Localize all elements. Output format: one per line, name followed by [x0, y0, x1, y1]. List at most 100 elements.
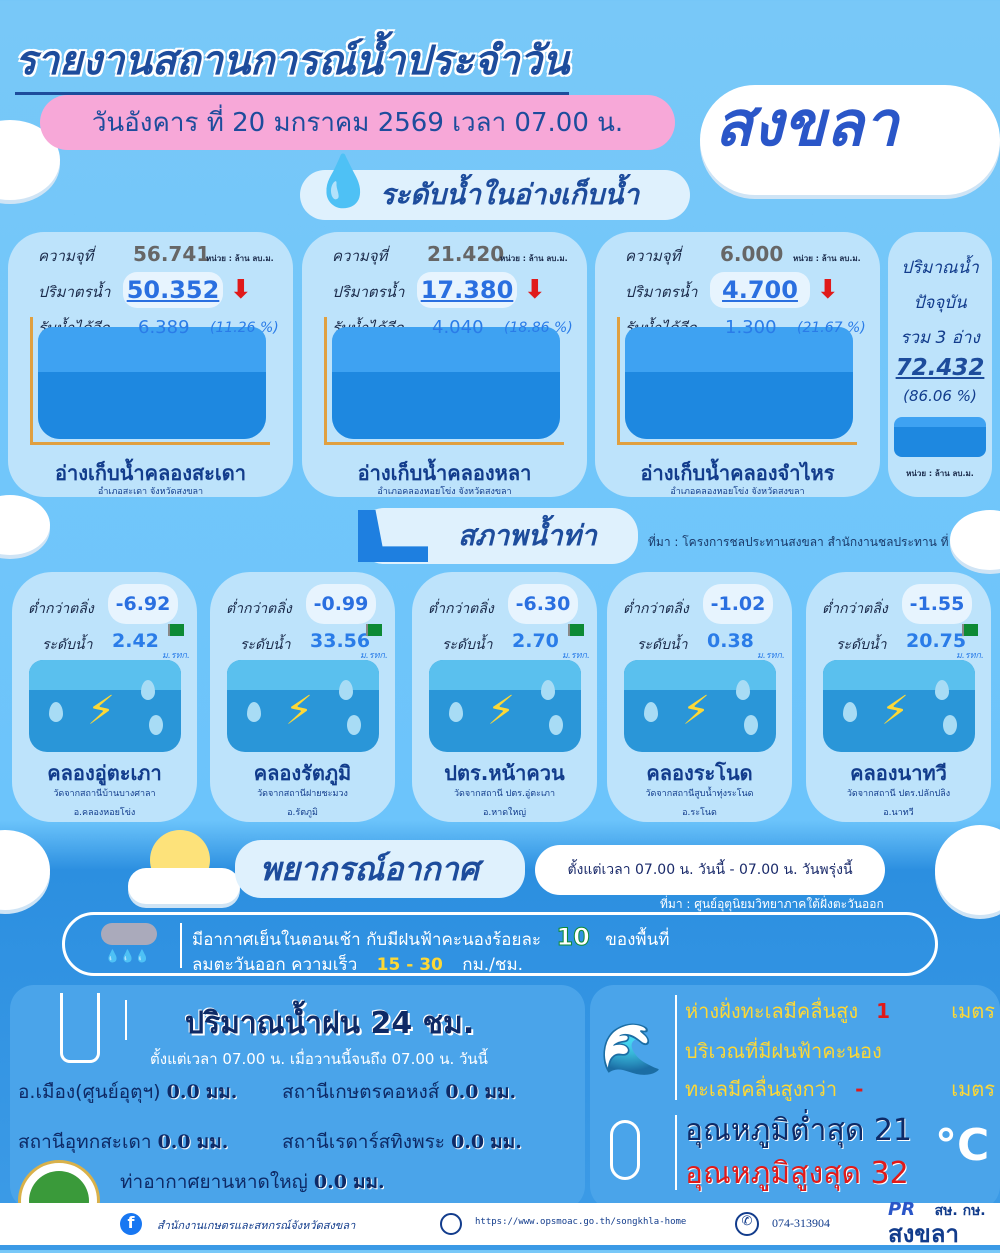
total-volume-card: ปริมาณน้ำ ปัจจุบัน รวม 3 อ่าง 72.432 (86… [888, 232, 992, 497]
sea-text: บริเวณที่มีฝนฟ้าคะนอง [685, 1039, 882, 1063]
rain-station: ท่าอากาศยานหาดใหญ่ 0.0 มม. [120, 1167, 385, 1197]
station-measured-at: วัดจากสถานี ปตร.อู่ตะเภา [453, 789, 556, 799]
water-station-icon: ⚡ [429, 660, 581, 752]
total-percent: (86.06 %) [903, 387, 977, 405]
runoff-source: ที่มา : โครงการชลประทานสงขลา สำนักงานชลป… [648, 535, 968, 549]
cloud-decoration [0, 495, 50, 555]
reservoir-name: อ่างเก็บน้ำคลองจำไหร [640, 461, 835, 485]
water-tank-icon [324, 317, 564, 445]
website-link[interactable]: https://www.opsmoac.go.th/songkhla-home [475, 1217, 687, 1227]
unit-label: หน่วย : ล้าน ลบ.ม. [206, 254, 274, 263]
rain-percent: 10 [556, 923, 590, 952]
phone-icon: ✆ [735, 1212, 759, 1236]
min-temp-label: อุณหภูมิต่ำสุด [685, 1113, 865, 1148]
water-level-label: ระดับน้ำ [42, 637, 93, 653]
below-bank-label: ต่ำกว่าตลิ่ง [822, 601, 888, 617]
capacity-value: 6.000 [720, 242, 784, 266]
station-card: ต่ำกว่าตลิ่ง -1.02 ระดับน้ำ 0.38 ม.รทก. … [607, 572, 792, 822]
below-bank-label: ต่ำกว่าตลิ่ง [428, 601, 494, 617]
rain-station-name: สถานีเรดาร์สทิงพระ [282, 1131, 446, 1153]
station-district: อ.คลองหอยโข่ง [73, 808, 136, 818]
station-name: คลองรัตภูมิ [253, 761, 352, 785]
water-station-icon: ⚡ [624, 660, 776, 752]
section-title: พยากรณ์อากาศ [260, 849, 479, 888]
forecast-source: ที่มา : ศูนย์อุตุนิยมวิทยาภาคใต้ฝั่งตะวั… [660, 897, 884, 911]
sea-text: ทะเลมีคลื่นสูงกว่า [685, 1077, 838, 1101]
water-level-label: ระดับน้ำ [240, 637, 291, 653]
unit-label: เมตร [951, 999, 995, 1023]
unit-label: ม.รทก. [956, 651, 984, 661]
water-level-value: 2.70 [512, 630, 559, 652]
cloud-decoration [950, 510, 1000, 570]
rain-station: สถานีเกษตรคอหงส์ 0.0 มม. [282, 1077, 516, 1107]
station-name: ปตร.หน้าควน [444, 761, 565, 785]
forecast-text: ลมตะวันออก ความเร็ว [192, 955, 358, 975]
volume-label: ปริมาตรน้ำ [38, 283, 111, 301]
rain-station: อ.เมือง(ศูนย์อุตุฯ) 0.0 มม. [18, 1077, 237, 1107]
water-level-value: 20.75 [906, 630, 967, 652]
facebook-icon[interactable]: f [120, 1213, 142, 1235]
forecast-text: กม./ชม. [462, 955, 524, 975]
water-tank-icon [30, 317, 270, 445]
water-level-value: 2.42 [112, 630, 159, 652]
unit-label: มม. [196, 1131, 229, 1153]
unit-label: มม. [490, 1131, 522, 1153]
rainfall-title: ปริมาณน้ำฝน 24 ชม. [185, 1006, 475, 1041]
section-title: สภาพน้ำท่า [458, 519, 597, 552]
reservoir-card: ความจุที่ 6.000 หน่วย : ล้าน ลบ.ม. ปริมา… [595, 232, 880, 497]
water-level-label: ระดับน้ำ [637, 637, 688, 653]
total-label: ปริมาณน้ำ [901, 258, 979, 278]
station-measured-at: วัดจากสถานี ปตร.ปลักปลิง [846, 789, 951, 799]
green-flag-icon [962, 624, 978, 636]
green-flag-icon [168, 624, 184, 636]
rain-value: 0.0 [166, 1081, 200, 1103]
station-district: อ.รัตภูมิ [287, 808, 318, 818]
unit-label: หน่วย : ล้าน ลบ.ม. [500, 254, 568, 263]
remaining-value: 4.040 [432, 317, 484, 338]
unit-label: ม.รทก. [360, 651, 388, 661]
arrow-down-icon: ⬇ [230, 275, 252, 305]
divider [675, 1115, 677, 1190]
station-card: ต่ำกว่าตลิ่ง -0.99 ระดับน้ำ 33.56 ม.รทก.… [210, 572, 395, 822]
rain-station: สถานีอุทกสะเดา 0.0 มม. [18, 1127, 228, 1157]
page-title: รายงานสถานการณ์น้ำประจำวัน [15, 28, 570, 95]
water-station-icon: ⚡ [823, 660, 975, 752]
reservoir-location: อำเภอคลองหอยโข่ง จังหวัดสงขลา [670, 487, 805, 497]
green-flag-icon [568, 624, 584, 636]
green-flag-icon [366, 624, 382, 636]
capacity-label: ความจุที่ [332, 247, 388, 265]
rain-cloud-icon [101, 923, 157, 945]
water-station-icon: ⚡ [227, 660, 379, 752]
station-card: ต่ำกว่าตลิ่ง -1.55 ระดับน้ำ 20.75 ม.รทก.… [806, 572, 991, 822]
water-level-value: 33.56 [310, 630, 371, 652]
below-bank-label: ต่ำกว่าตลิ่ง [623, 601, 689, 617]
rain-station-name: ท่าอากาศยานหาดใหญ่ [120, 1171, 308, 1193]
facebook-link[interactable]: สำนักงานเกษตรและสหกรณ์จังหวัดสงขลา [157, 1219, 356, 1232]
forecast-box: 💧💧💧 มีอากาศเย็นในตอนเช้า กับมีฝนฟ้าคะนอง… [62, 912, 938, 976]
water-level-value: 0.38 [707, 630, 754, 652]
station-district: อ.นาทวี [883, 808, 914, 818]
unit-label: มม. [205, 1081, 238, 1103]
below-bank-value: -1.02 [703, 584, 773, 624]
water-level-icon [894, 417, 986, 457]
celsius-unit: °C [935, 1120, 990, 1171]
reservoir-section-header: ระดับน้ำในอ่างเก็บน้ำ [300, 170, 690, 220]
rain-station: สถานีเรดาร์สทิงพระ 0.0 มม. [282, 1127, 522, 1157]
divider [675, 995, 677, 1100]
station-card: ต่ำกว่าตลิ่ง -6.92 ระดับน้ำ 2.42 ม.รทก. … [12, 572, 197, 822]
forecast-period: ตั้งแต่เวลา 07.00 น. วันนี้ - 07.00 น. ว… [535, 845, 885, 895]
water-station-icon: ⚡ [29, 660, 181, 752]
forecast-text: ของพื้นที่ [605, 930, 670, 950]
min-temp: 21 [873, 1113, 913, 1148]
forecast-text: มีอากาศเย็นในตอนเช้า กับมีฝนฟ้าคะนองร้อย… [192, 930, 542, 950]
capacity-value: 21.420 [427, 242, 505, 266]
below-bank-value: -6.92 [108, 584, 178, 624]
rain-drops-icon: 💧💧💧 [105, 949, 150, 963]
station-name: คลองระโนด [646, 761, 753, 785]
footer: f สำนักงานเกษตรและสหกรณ์จังหวัดสงขลา htt… [0, 1199, 1000, 1248]
phone-number: 074-313904 [772, 1216, 830, 1230]
rainfall-panel: ปริมาณน้ำฝน 24 ชม. ตั้งแต่เวลา 07.00 น. … [10, 985, 585, 1210]
station-name: คลองนาทวี [850, 761, 947, 785]
volume-label: ปริมาตรน้ำ [332, 283, 405, 301]
below-bank-value: -1.55 [902, 584, 972, 624]
